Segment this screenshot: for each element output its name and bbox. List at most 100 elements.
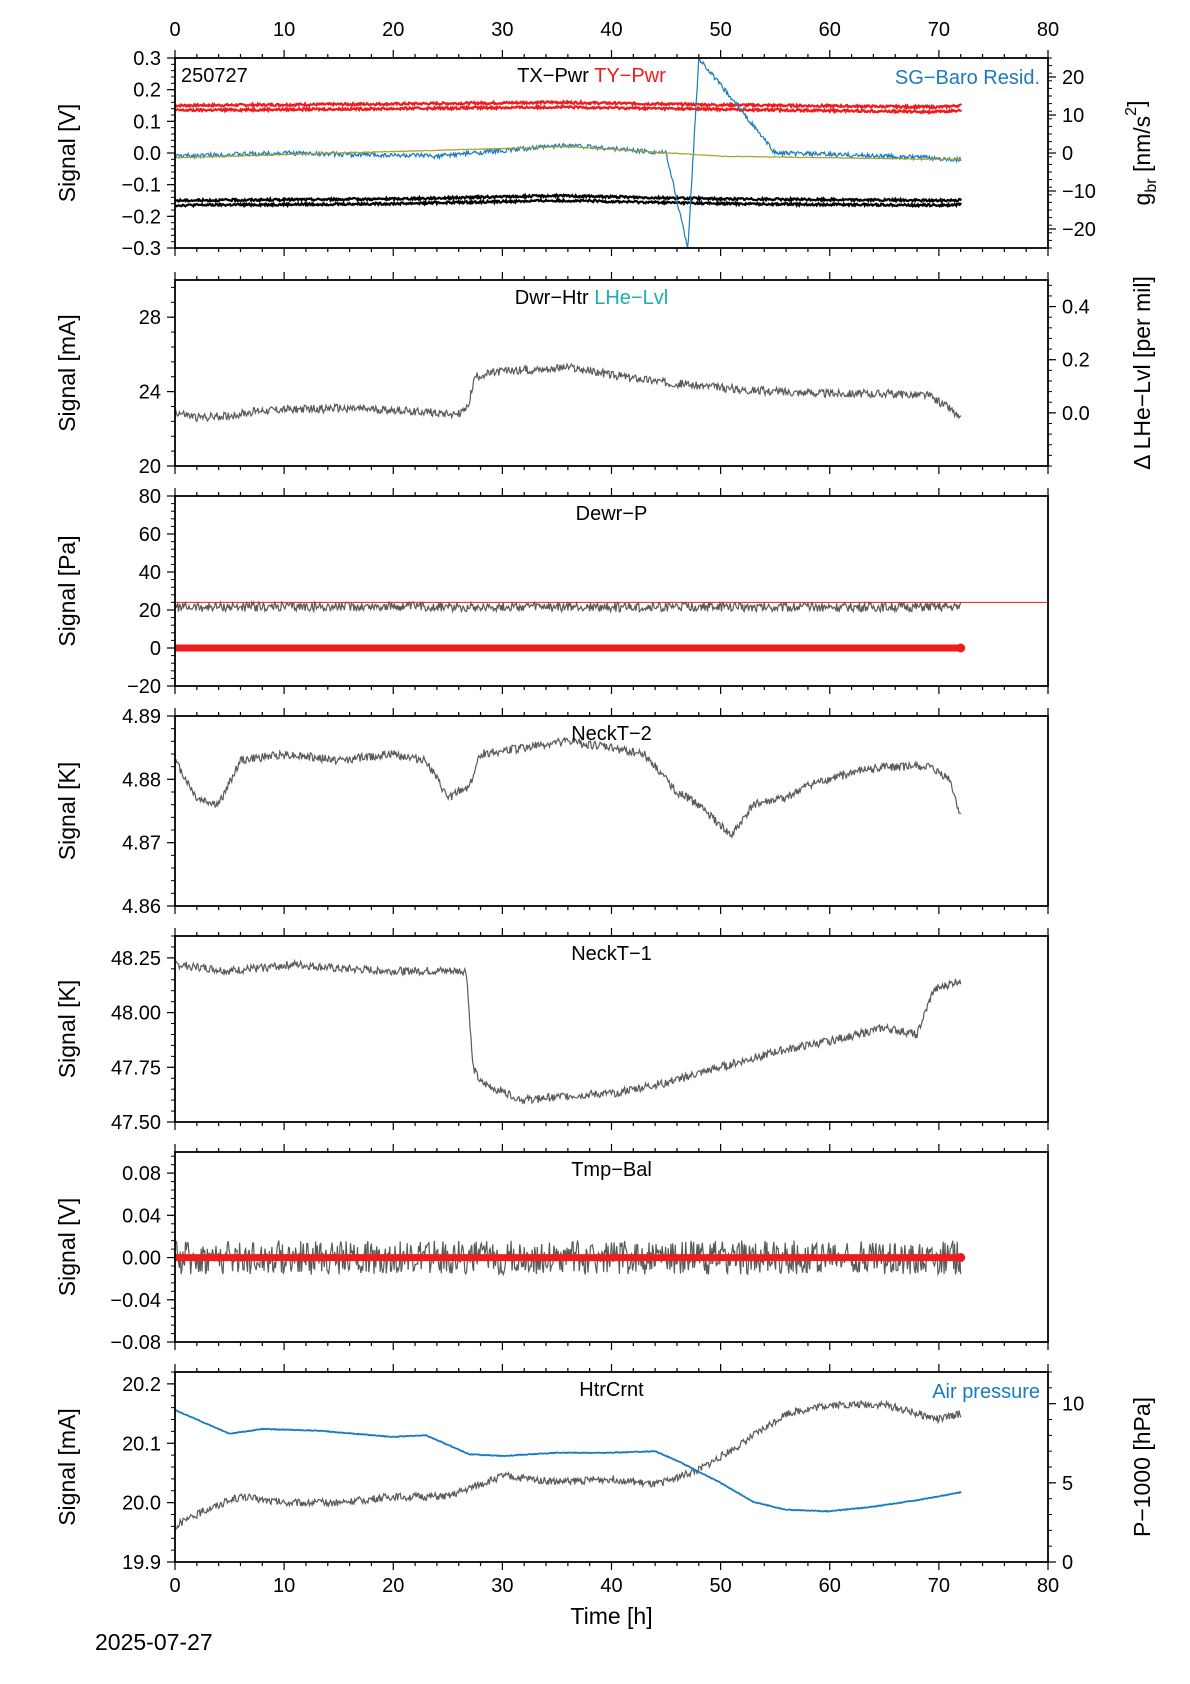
panel-title: Tmp−Bal	[571, 1159, 652, 1181]
panel-title: HtrCrnt	[579, 1379, 644, 1401]
y-tick-label: 0.08	[122, 1163, 161, 1185]
top-x-tick-label: 10	[273, 19, 295, 41]
y-tick-label: 48.00	[111, 1003, 161, 1025]
series-end-marker	[956, 1253, 966, 1263]
panel-p6: 0.08 0.04 0.00 −0.04 −0.08 Signal [V] Tmp−Bal	[54, 1144, 1049, 1354]
panel-p3: 80 60 40 20 0 −20 Signal [Pa] Dewr−P	[54, 486, 1049, 698]
y-tick-label: −0.08	[110, 1332, 161, 1354]
y-axis-label: Signal [Pa]	[54, 535, 80, 646]
panel-p1: 0.3 0.2 0.1 0.0 −0.1 −0.2 −0.3 20 10 0 −10 −20 Signa…	[54, 48, 1160, 260]
y-tick-label: −20	[127, 676, 161, 698]
y2-axis-label: gbr [nm/s2]	[1123, 101, 1160, 206]
y2-axis-label-part: ]	[1123, 101, 1149, 107]
y2-tick-label: 0.0	[1062, 403, 1090, 425]
panel-title-part: Tmp−Bal	[571, 1159, 652, 1181]
y-tick-label: 4.88	[122, 769, 161, 791]
y-tick-label: −0.2	[122, 206, 161, 228]
series-line	[175, 192, 962, 204]
x-tick-label: 70	[928, 1575, 950, 1597]
plot-area	[175, 958, 962, 1105]
y-tick-label: 20	[139, 600, 161, 622]
y-tick-label: 4.89	[122, 706, 161, 728]
series-line	[175, 362, 962, 423]
y-tick-label: 0.1	[133, 111, 161, 133]
y2-tick-label: 0	[1062, 143, 1073, 165]
y-tick-label: 0.00	[122, 1248, 161, 1270]
top-x-tick-label: 80	[1037, 19, 1059, 41]
y2-tick-label: −10	[1062, 181, 1096, 203]
panel-title-part: Dwr−Htr	[515, 287, 589, 309]
y-tick-label: 20.0	[122, 1493, 161, 1515]
y-tick-label: 4.86	[122, 896, 161, 918]
panel-title-part: TY−Pwr	[589, 65, 666, 87]
y-tick-label: 4.87	[122, 833, 161, 855]
x-tick-label: 0	[169, 1575, 180, 1597]
plot-area	[175, 362, 962, 423]
x-tick-label: 80	[1037, 1575, 1059, 1597]
y-tick-label: 0.2	[133, 80, 161, 102]
panel-title-part: HtrCrnt	[579, 1379, 644, 1401]
y-tick-label: −0.1	[122, 175, 161, 197]
panel-title-part: LHe−Lvl	[589, 287, 669, 309]
y-tick-label: 47.75	[111, 1057, 161, 1079]
legend-right: Air pressure	[932, 1381, 1040, 1403]
y-tick-label: −0.04	[110, 1290, 161, 1312]
y-tick-label: 48.25	[111, 948, 161, 970]
y-tick-label: 0.3	[133, 48, 161, 70]
y-tick-label: 20.2	[122, 1374, 161, 1396]
top-x-tick-label: 70	[928, 19, 950, 41]
x-tick-label: 20	[382, 1575, 404, 1597]
y2-axis-label: P−1000 [hPa]	[1129, 1397, 1155, 1537]
y-tick-label: 60	[139, 524, 161, 546]
y-tick-label: 40	[139, 562, 161, 584]
y2-axis-label-part: 2	[1123, 107, 1140, 116]
y-axis-label: Signal [mA]	[54, 1408, 80, 1526]
series-line	[175, 736, 962, 839]
panel-title-part: Dewr−P	[576, 503, 648, 525]
series-line	[175, 145, 962, 161]
y-tick-label: 0.04	[122, 1205, 161, 1227]
panel-title: Dwr−Htr LHe−Lvl	[515, 287, 668, 309]
plot-area	[175, 736, 962, 839]
y-tick-label: 0.0	[133, 143, 161, 165]
y2-axis-label-part: br	[1143, 178, 1160, 193]
y2-axis-label-part: g	[1129, 193, 1155, 206]
panel-title: NeckT−1	[571, 943, 652, 965]
y2-tick-label: 10	[1062, 105, 1084, 127]
y2-tick-label: 10	[1062, 1394, 1084, 1416]
x-tick-label: 60	[819, 1575, 841, 1597]
y-tick-label: 0	[150, 638, 161, 660]
y2-tick-label: 0.4	[1062, 297, 1090, 319]
x-tick-label: 30	[491, 1575, 513, 1597]
y2-axis-label: Δ LHe−Lvl [per mil]	[1129, 276, 1155, 470]
panel-p5: 48.25 48.00 47.75 47.50 Signal [K] NeckT−1	[54, 928, 1049, 1134]
x-tick-label: 40	[600, 1575, 622, 1597]
y-tick-label: 19.9	[122, 1552, 161, 1574]
panel-title-part: TX−Pwr	[517, 65, 589, 87]
series-line	[175, 1399, 962, 1531]
panel-title: Dewr−P	[576, 503, 648, 525]
y-tick-label: 28	[139, 307, 161, 329]
plot-area	[175, 58, 962, 248]
y-axis-label: Signal [K]	[54, 980, 80, 1078]
panel-title-part: NeckT−1	[571, 943, 652, 965]
legend-entry: SG−Baro	[895, 67, 978, 89]
legend-entry: Air pressure	[932, 1381, 1040, 1403]
x-tick-label: 10	[273, 1575, 295, 1597]
top-x-tick-label: 50	[710, 19, 732, 41]
y-tick-label: −0.3	[122, 238, 161, 260]
series-line	[175, 958, 962, 1105]
x-tick-label: 50	[710, 1575, 732, 1597]
panel-title: NeckT−2	[571, 723, 652, 745]
panel-title: TX−Pwr TY−Pwr	[517, 65, 666, 87]
legend-right: SG−Baro Resid.	[895, 67, 1040, 89]
plot-area	[175, 600, 1048, 653]
y-axis-label: Signal [V]	[54, 104, 80, 202]
top-x-tick-label: 0	[169, 19, 180, 41]
series-line	[175, 1408, 962, 1513]
y-tick-label: 80	[139, 486, 161, 508]
plot-area	[175, 1239, 966, 1277]
y-axis-label: Signal [V]	[54, 1198, 80, 1296]
y-tick-label: 24	[139, 382, 161, 404]
